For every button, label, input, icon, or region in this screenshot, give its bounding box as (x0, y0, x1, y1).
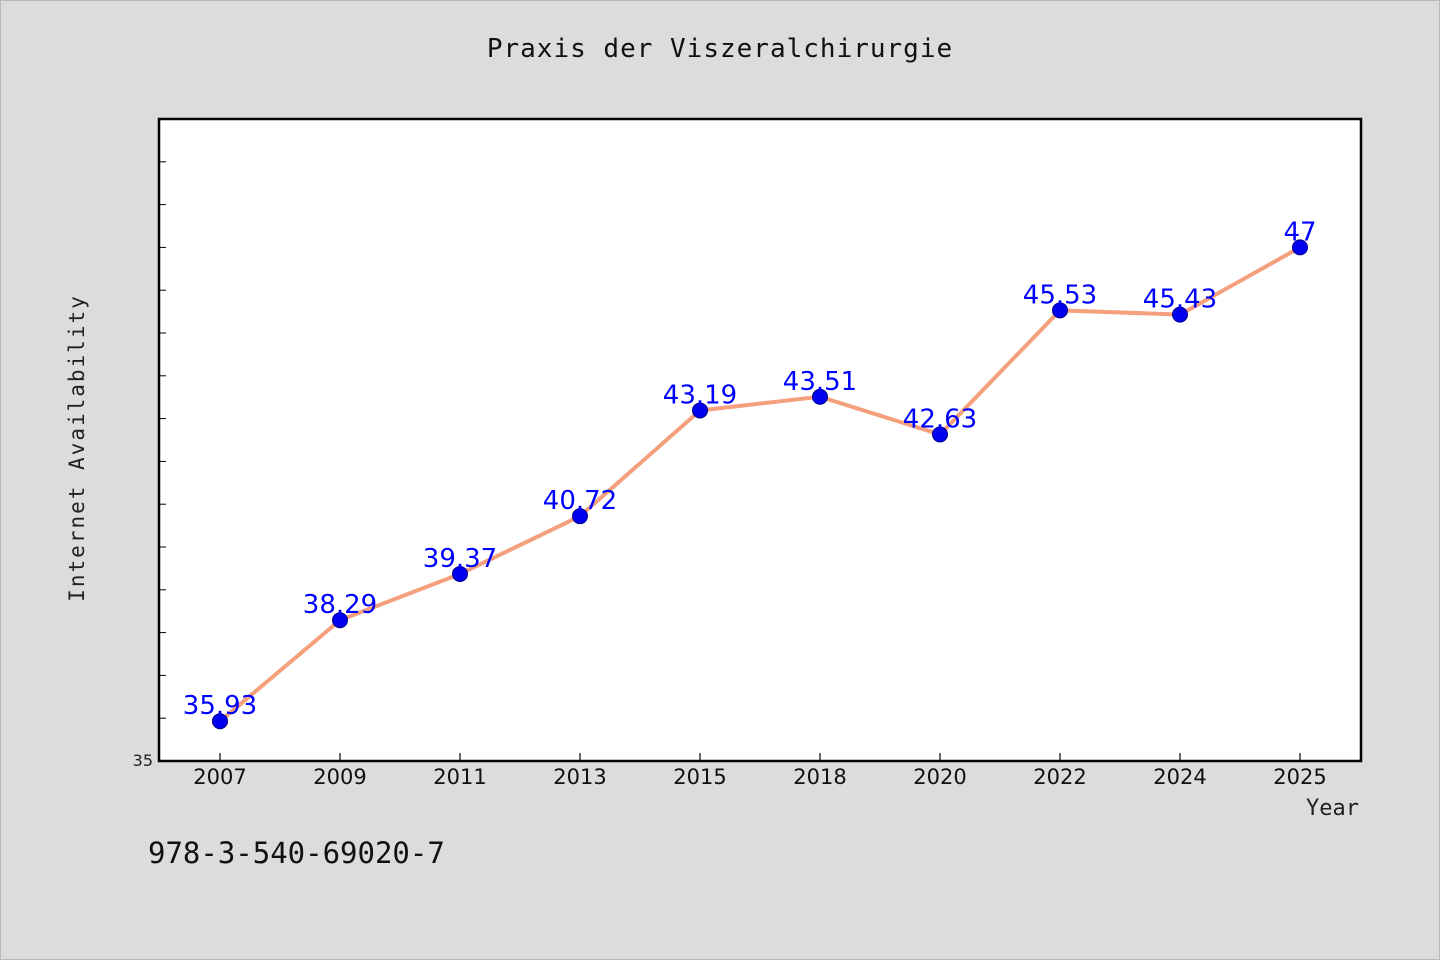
data-label: 35.93 (183, 691, 257, 721)
data-label: 39.37 (423, 544, 497, 574)
isbn-text: 978-3-540-69020-7 (148, 836, 445, 870)
x-tick-label: 2025 (1273, 765, 1326, 789)
data-point (692, 402, 708, 419)
data-label: 43.19 (663, 380, 737, 410)
y-tick-label: 35 (133, 751, 153, 770)
x-tick-label: 2024 (1153, 765, 1206, 789)
x-axis-label: Year (1306, 796, 1359, 821)
data-point (932, 426, 948, 443)
data-point (452, 565, 468, 582)
data-point (332, 612, 348, 629)
data-label: 40.72 (543, 486, 617, 516)
data-label: 43.51 (783, 367, 857, 397)
data-point (1292, 239, 1308, 256)
data-point (1052, 302, 1068, 319)
x-tick-label: 2018 (793, 765, 846, 789)
x-tick-label: 2013 (553, 765, 606, 789)
x-tick-label: 2009 (313, 765, 366, 789)
series-line (218, 245, 1302, 724)
data-point (212, 713, 228, 730)
x-tick-label: 2011 (433, 765, 486, 789)
x-tick-label: 2015 (673, 765, 726, 789)
x-tick-label: 2020 (913, 765, 966, 789)
data-label: 45.43 (1143, 285, 1217, 315)
data-label: 47 (1283, 217, 1316, 247)
data-point (572, 508, 588, 525)
data-point (1172, 306, 1188, 323)
plot-area (157, 117, 1363, 763)
data-point (812, 388, 828, 405)
data-label: 45.53 (1023, 280, 1097, 310)
x-tick-label: 2007 (193, 765, 246, 789)
chart-title: Praxis der Viszeralchirurgie (486, 34, 954, 64)
x-tick-label: 2022 (1033, 765, 1086, 789)
data-label: 42.63 (903, 404, 977, 434)
data-label: 38.29 (303, 590, 377, 620)
